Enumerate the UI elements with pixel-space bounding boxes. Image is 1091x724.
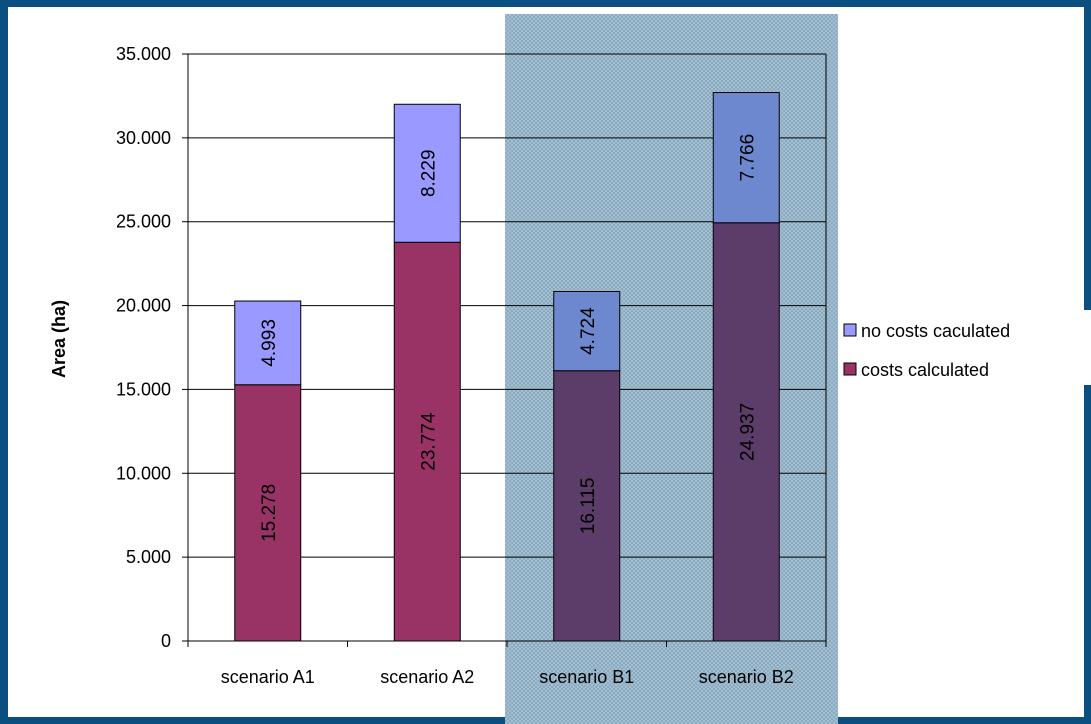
bar-segment — [553, 370, 621, 642]
legend-swatch-no-costs — [843, 323, 857, 337]
legend-label-costs: costs calculated — [861, 360, 989, 380]
data-label: 16.115 — [578, 478, 599, 535]
data-label: 7.766 — [737, 134, 758, 182]
data-label: 4.993 — [259, 319, 280, 367]
y-tick-label: 20.000 — [116, 296, 171, 316]
legend-swatch-costs — [843, 362, 857, 376]
x-category-label: scenario A2 — [380, 667, 474, 687]
y-tick-label: 15.000 — [116, 379, 171, 399]
x-category-label: scenario B2 — [699, 667, 794, 687]
data-label: 24.937 — [737, 403, 758, 461]
bar-segment — [712, 222, 780, 642]
bar-segment — [712, 92, 780, 224]
bar-segment — [393, 103, 461, 243]
data-label: 15.278 — [259, 484, 280, 542]
y-tick-label: 35.000 — [116, 44, 171, 64]
data-label: 4.724 — [578, 307, 599, 355]
legend-label-no-costs: no costs caculated — [861, 321, 1010, 341]
stacked-bar-chart: 0 5.000 10.000 15.000 20.000 25.000 30.000 35.0… — [49, 14, 1091, 724]
bar-segment — [234, 300, 302, 386]
legend-box — [838, 310, 1091, 385]
y-tick-label: 30.000 — [116, 128, 171, 148]
bar-segment — [553, 291, 621, 372]
y-tick-label: 10.000 — [116, 463, 171, 483]
bar-segment — [393, 241, 461, 642]
y-tick-label: 0 — [161, 631, 171, 651]
x-category-label: scenario A1 — [221, 667, 315, 687]
y-tick-label: 25.000 — [116, 212, 171, 232]
x-category-label: scenario B1 — [539, 667, 634, 687]
data-label: 8.229 — [418, 149, 439, 197]
y-tick-label: 5.000 — [126, 547, 171, 567]
y-axis-title: Area (ha) — [49, 300, 69, 378]
data-label: 23.774 — [418, 412, 439, 471]
